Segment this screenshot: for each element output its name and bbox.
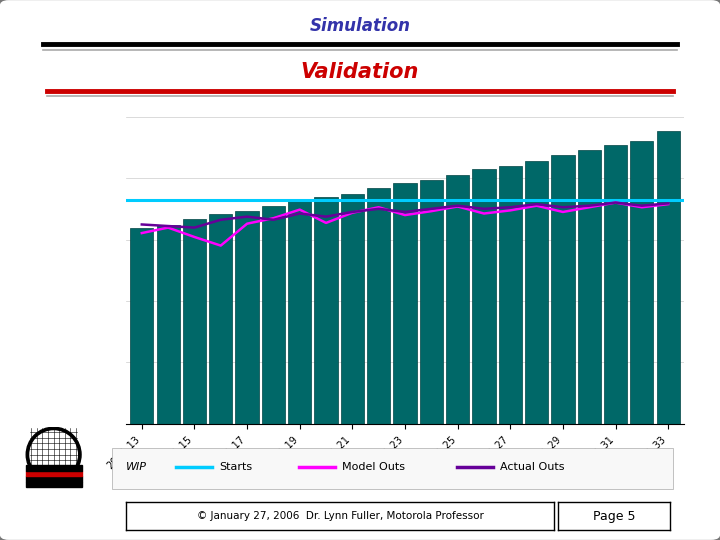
Text: Simulation: Simulation bbox=[310, 17, 410, 36]
Bar bbox=[393, 183, 417, 424]
Text: Model Outs: Model Outs bbox=[342, 462, 405, 472]
Circle shape bbox=[30, 431, 77, 478]
Text: Page 5: Page 5 bbox=[593, 510, 635, 523]
Circle shape bbox=[26, 427, 81, 482]
Bar bbox=[288, 200, 311, 424]
X-axis label: Fiscal Week: Fiscal Week bbox=[364, 477, 446, 490]
Bar bbox=[183, 219, 206, 424]
Bar bbox=[630, 141, 654, 424]
Bar bbox=[577, 150, 600, 424]
Bar bbox=[315, 197, 338, 424]
Bar bbox=[262, 206, 285, 424]
Bar bbox=[26, 476, 81, 482]
Bar bbox=[446, 175, 469, 424]
Bar bbox=[420, 180, 443, 424]
Bar bbox=[472, 169, 495, 424]
Bar bbox=[604, 145, 627, 424]
Bar bbox=[26, 470, 81, 476]
Bar bbox=[26, 482, 81, 487]
Bar bbox=[499, 166, 522, 424]
Text: WIP: WIP bbox=[126, 462, 147, 472]
Text: Validation: Validation bbox=[301, 62, 419, 83]
Bar bbox=[235, 211, 258, 424]
Bar bbox=[657, 131, 680, 424]
Bar bbox=[130, 228, 153, 424]
Bar bbox=[26, 465, 81, 470]
Bar bbox=[210, 214, 233, 424]
Bar bbox=[156, 225, 180, 424]
Text: © January 27, 2006  Dr. Lynn Fuller, Motorola Professor: © January 27, 2006 Dr. Lynn Fuller, Moto… bbox=[197, 511, 484, 521]
Bar bbox=[367, 188, 390, 424]
Text: Starts: Starts bbox=[220, 462, 253, 472]
Bar bbox=[341, 194, 364, 424]
Bar bbox=[525, 161, 548, 424]
Text: Actual Outs: Actual Outs bbox=[500, 462, 565, 472]
Bar bbox=[552, 155, 575, 424]
